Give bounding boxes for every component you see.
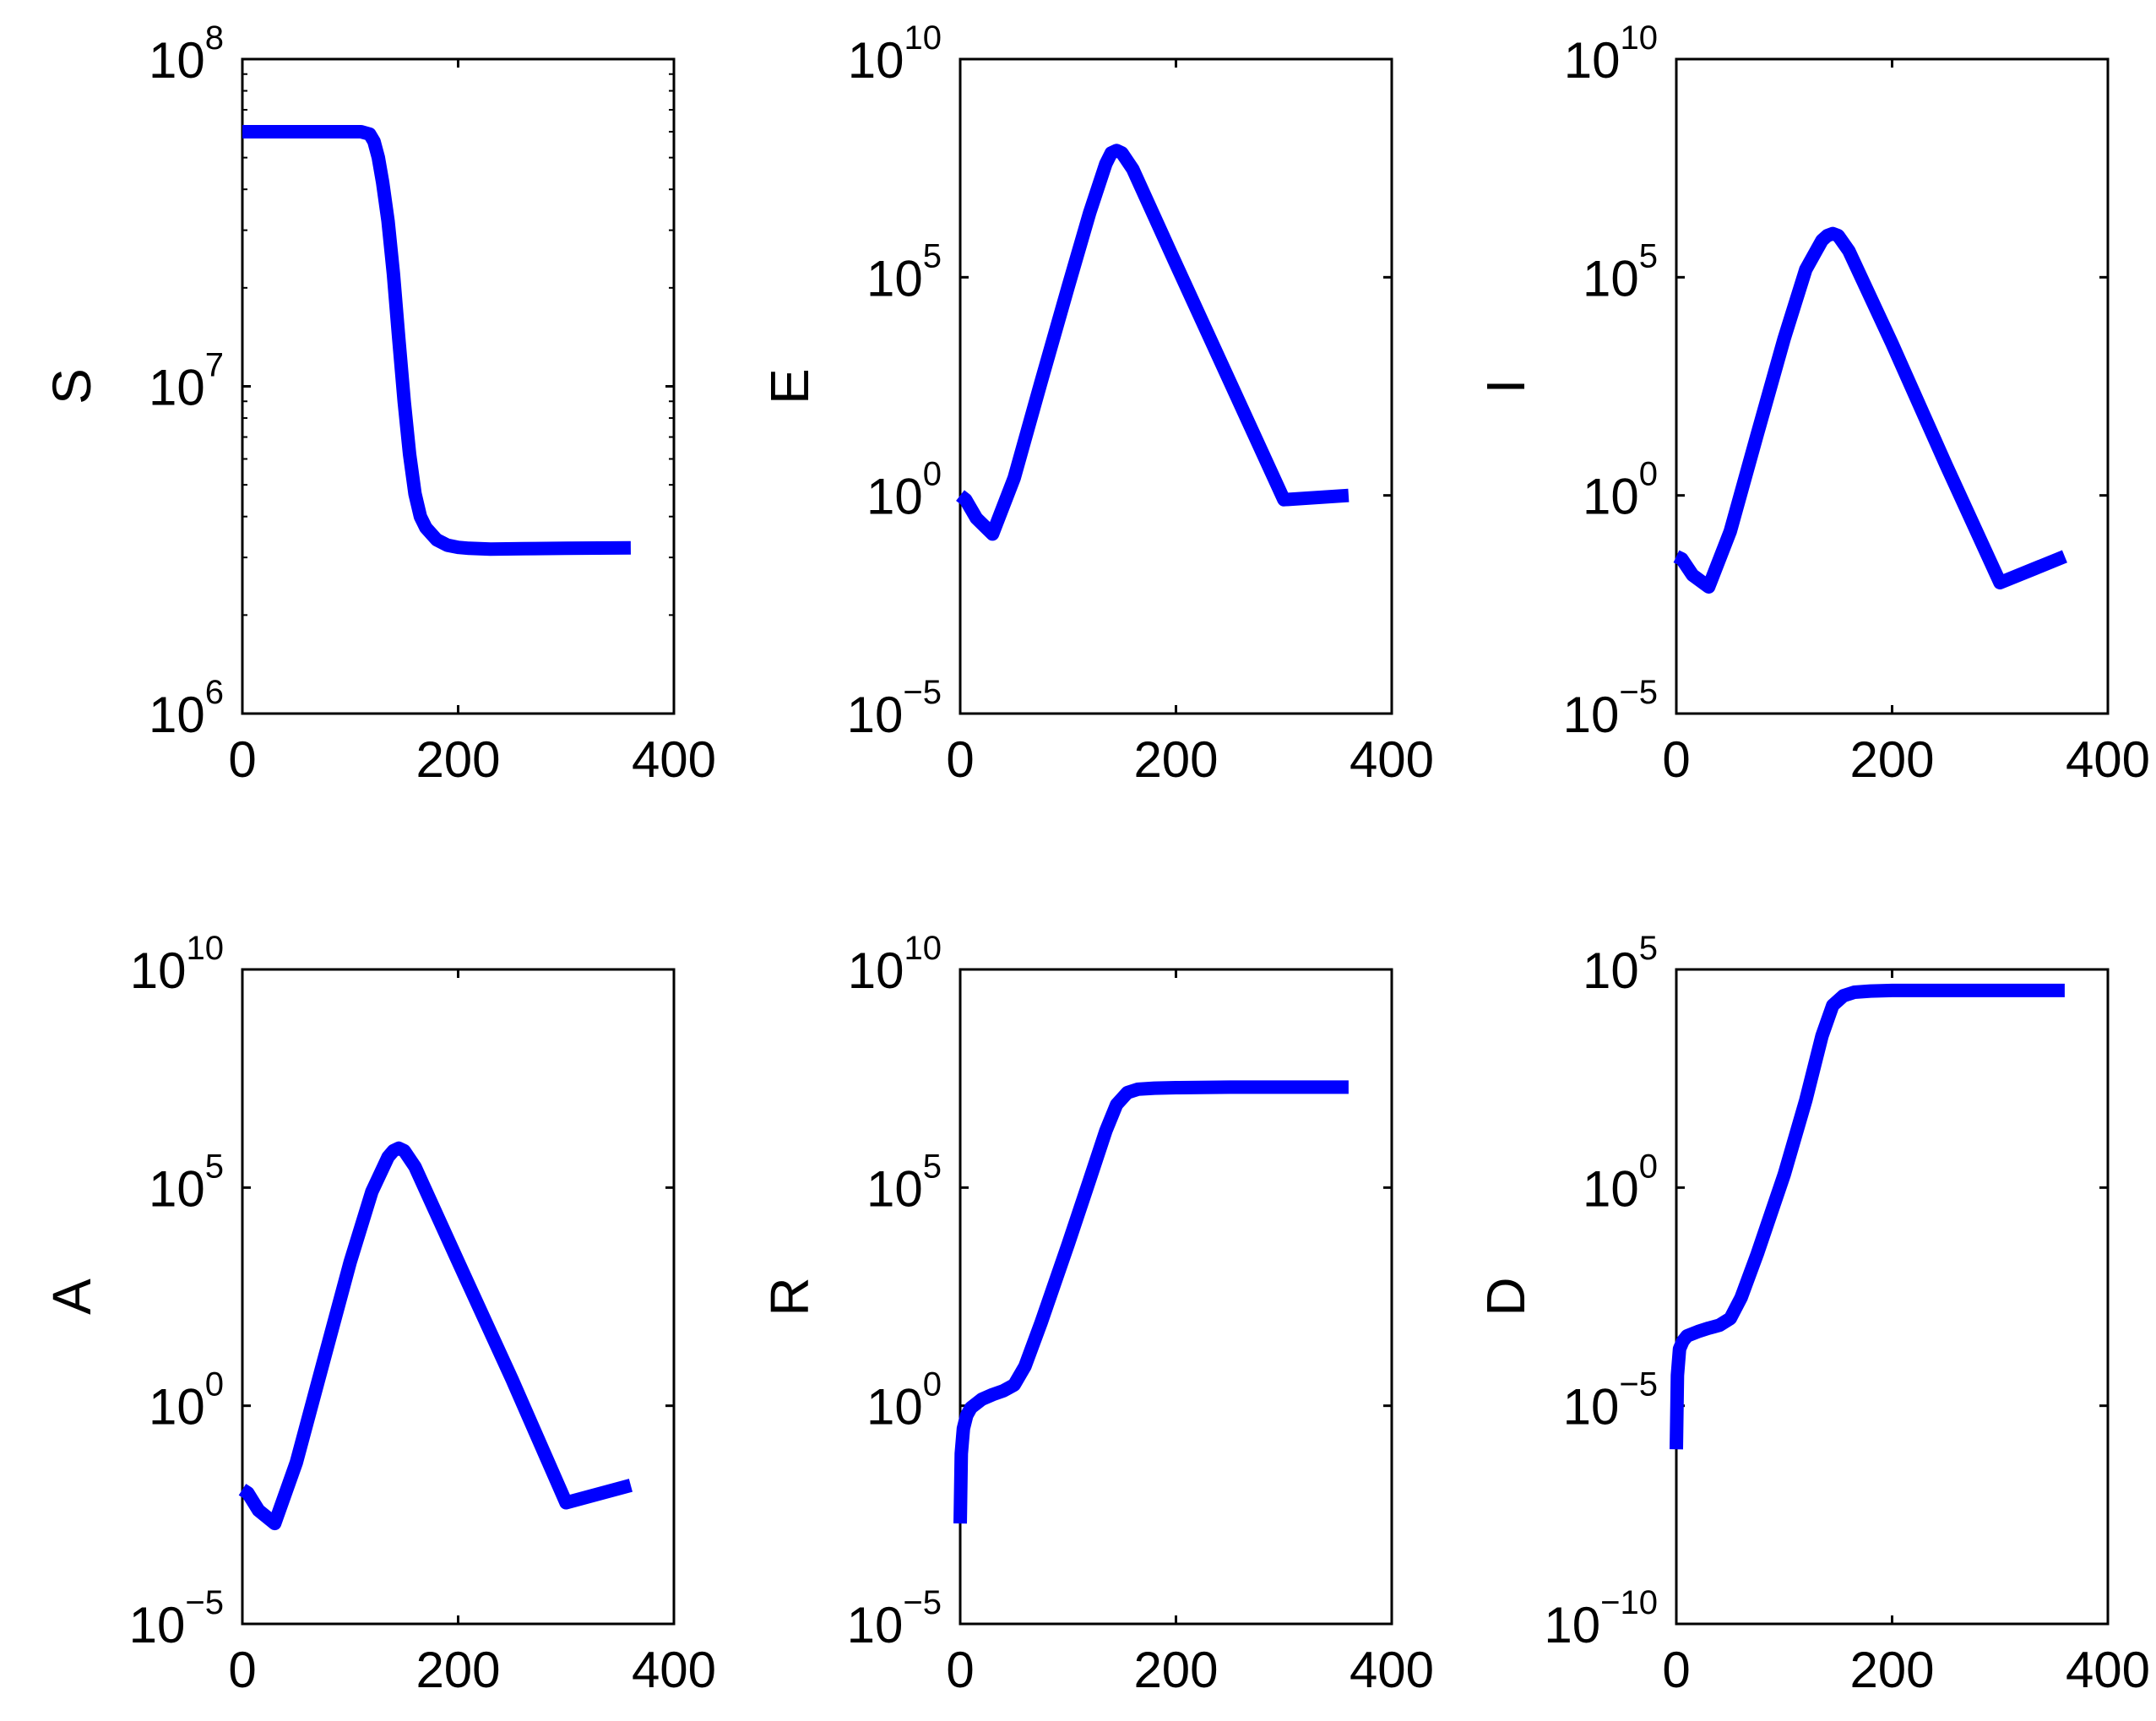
y-tick-label: 105 <box>1583 930 1658 999</box>
subplot-a: 0 200 400 10−5 100 105 1010 A <box>41 930 716 1698</box>
series-line <box>238 1141 633 1531</box>
axes-frame <box>959 968 1393 1626</box>
x-tick-label: 200 <box>415 1642 500 1698</box>
y-tick-label: 108 <box>149 19 224 89</box>
y-tick-label: 105 <box>866 237 942 307</box>
y-axis-label: R <box>759 1277 820 1316</box>
series-line <box>956 144 1350 541</box>
axes-frame <box>241 968 676 1626</box>
subplot-e: 0 200 400 10−5 100 105 1010 E <box>759 19 1434 788</box>
axes-frame <box>1675 57 2110 715</box>
x-tick-label: 0 <box>946 731 974 788</box>
series-line <box>242 125 631 556</box>
y-tick-label: 1010 <box>1564 19 1658 89</box>
x-tick-label: 200 <box>415 731 500 788</box>
x-tick-label: 0 <box>1662 731 1690 788</box>
subplot-d: 0 200 400 10−10 10−5 100 105 D <box>1475 930 2150 1698</box>
y-axis-label: S <box>41 368 102 404</box>
y-tick-label: 10−5 <box>847 674 942 743</box>
x-tick-label: 200 <box>1849 1642 1934 1698</box>
y-tick-label: 100 <box>1583 456 1658 525</box>
series-line <box>1670 983 2065 1450</box>
y-tick-label: 1010 <box>130 930 224 999</box>
y-tick-label: 10−5 <box>129 1584 224 1653</box>
y-tick-label: 105 <box>1583 237 1658 307</box>
y-tick-label: 100 <box>1583 1148 1658 1217</box>
y-tick-label: 10−5 <box>1563 1366 1658 1436</box>
axes-frame <box>959 57 1393 715</box>
y-axis-label: I <box>1475 379 1536 394</box>
x-tick-label: 400 <box>1350 1642 1434 1698</box>
x-tick-label: 200 <box>1849 731 1934 788</box>
x-tick-label: 200 <box>1133 1642 1218 1698</box>
y-tick-label: 106 <box>149 674 224 743</box>
y-tick-label: 10−5 <box>847 1584 942 1653</box>
y-tick-label: 107 <box>149 347 224 416</box>
x-tick-label: 0 <box>1662 1642 1690 1698</box>
y-axis-label: A <box>41 1279 102 1315</box>
y-tick-label: 100 <box>149 1366 224 1436</box>
y-tick-label: 10−5 <box>1563 674 1658 743</box>
y-tick-label: 1010 <box>848 930 942 999</box>
x-tick-label: 0 <box>228 1642 256 1698</box>
x-tick-label: 400 <box>2066 731 2150 788</box>
x-tick-label: 400 <box>632 731 716 788</box>
series-line <box>1673 226 2067 594</box>
series-line <box>953 1080 1349 1524</box>
x-tick-label: 200 <box>1133 731 1218 788</box>
x-tick-label: 0 <box>946 1642 974 1698</box>
x-tick-label: 400 <box>632 1642 716 1698</box>
x-tick-label: 0 <box>228 731 256 788</box>
subplot-s: 0 200 400 106 107 108 S <box>41 19 716 788</box>
y-axis-label: E <box>759 368 820 404</box>
y-tick-label: 105 <box>149 1148 224 1217</box>
y-tick-label: 100 <box>866 1366 942 1436</box>
x-tick-label: 400 <box>2066 1642 2150 1698</box>
y-axis-label: D <box>1475 1277 1536 1316</box>
y-tick-label: 10−10 <box>1544 1584 1658 1653</box>
y-tick-label: 105 <box>866 1148 942 1217</box>
y-tick-label: 100 <box>866 456 942 525</box>
x-tick-label: 400 <box>1350 731 1434 788</box>
subplot-r: 0 200 400 10−5 100 105 1010 R <box>759 930 1434 1698</box>
axes-frame <box>241 57 676 715</box>
y-tick-label: 1010 <box>848 19 942 89</box>
subplot-i: 0 200 400 10−5 100 105 1010 I <box>1475 19 2150 788</box>
